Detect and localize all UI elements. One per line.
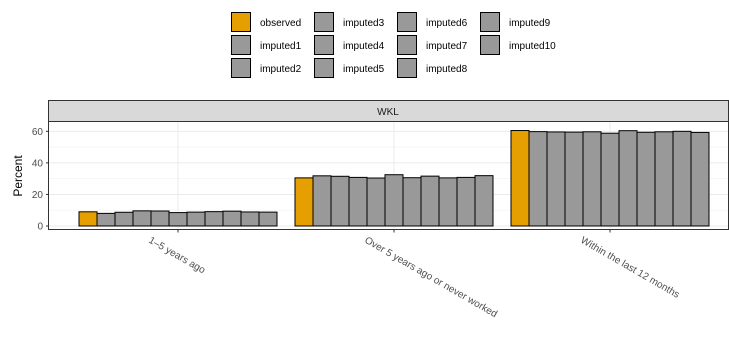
- legend-label-imputed9: imputed9: [509, 18, 551, 29]
- bar-imputed6-1: [187, 212, 205, 226]
- legend-key-imputed3: [315, 13, 334, 32]
- bar-observed-2: [295, 178, 313, 226]
- bar-observed-1: [79, 212, 97, 226]
- legend-label-imputed1: imputed1: [260, 41, 302, 52]
- legend-label-imputed5: imputed5: [343, 64, 385, 75]
- bar-imputed3-1: [133, 211, 151, 226]
- x-tick-label: Within the last 12 months: [579, 235, 682, 301]
- legend-key-imputed8: [398, 59, 417, 78]
- legend-key-imputed1: [232, 36, 251, 55]
- legend-label-imputed4: imputed4: [343, 41, 385, 52]
- bar-imputed7-2: [421, 176, 439, 226]
- legend-key-imputed7: [398, 36, 417, 55]
- bar-imputed8-2: [439, 178, 457, 226]
- legend-label-imputed2: imputed2: [260, 64, 302, 75]
- y-tick-label: 0: [37, 222, 43, 233]
- bar-imputed5-2: [385, 175, 403, 226]
- legend-label-imputed3: imputed3: [343, 18, 385, 29]
- legend-label-observed: observed: [260, 18, 301, 29]
- bar-imputed4-1: [151, 211, 169, 226]
- legend-label-imputed10: imputed10: [509, 41, 556, 52]
- bar-imputed2-3: [547, 132, 565, 226]
- y-tick-label: 40: [32, 158, 44, 169]
- bar-imputed10-3: [691, 132, 709, 226]
- bar-imputed6-2: [403, 178, 421, 226]
- legend-key-imputed2: [232, 59, 251, 78]
- bar-observed-3: [511, 131, 529, 226]
- y-tick-label: 60: [32, 127, 44, 138]
- legend-key-imputed5: [315, 59, 334, 78]
- bar-imputed5-3: [601, 133, 619, 226]
- bar-imputed2-1: [115, 212, 133, 226]
- y-tick-label: 20: [32, 190, 44, 201]
- legend-key-imputed6: [398, 13, 417, 32]
- bar-imputed8-1: [223, 211, 241, 226]
- bar-imputed3-2: [349, 177, 367, 226]
- legend-key-imputed9: [481, 13, 500, 32]
- bar-imputed7-1: [205, 212, 223, 226]
- bar-imputed9-1: [241, 212, 259, 226]
- legend-label-imputed6: imputed6: [426, 18, 468, 29]
- y-axis: 0 20 40 60: [32, 127, 49, 233]
- x-axis: 1–5 years ago Over 5 years ago or never w…: [147, 230, 682, 321]
- bar-imputed10-1: [259, 212, 277, 226]
- legend-key-imputed10: [481, 36, 500, 55]
- bar-imputed1-1: [97, 213, 115, 226]
- bar-imputed4-3: [583, 132, 601, 226]
- bar-imputed3-3: [565, 132, 583, 226]
- legend-key-observed: [232, 13, 251, 32]
- bar-imputed1-2: [313, 176, 331, 226]
- bar-imputed4-2: [367, 178, 385, 226]
- legend-label-imputed8: imputed8: [426, 64, 468, 75]
- x-tick-label: 1–5 years ago: [147, 235, 208, 276]
- y-axis-title: Percent: [11, 155, 25, 197]
- x-tick-label: Over 5 years ago or never worked: [363, 235, 499, 320]
- bar-imputed1-3: [529, 132, 547, 226]
- legend-label-imputed7: imputed7: [426, 41, 468, 52]
- legend: observed imputed1 imputed2 imputed3 imputed4…: [232, 13, 557, 78]
- bar-imputed10-2: [475, 176, 493, 226]
- legend-key-imputed4: [315, 36, 334, 55]
- facet-label: WKL: [377, 107, 399, 118]
- bar-imputed9-2: [457, 177, 475, 226]
- bar-imputed6-3: [619, 131, 637, 226]
- bar-imputed5-1: [169, 213, 187, 226]
- bar-imputed9-3: [673, 131, 691, 226]
- bar-imputed7-3: [637, 132, 655, 226]
- bar-imputed8-3: [655, 132, 673, 226]
- bar-imputed2-2: [331, 176, 349, 226]
